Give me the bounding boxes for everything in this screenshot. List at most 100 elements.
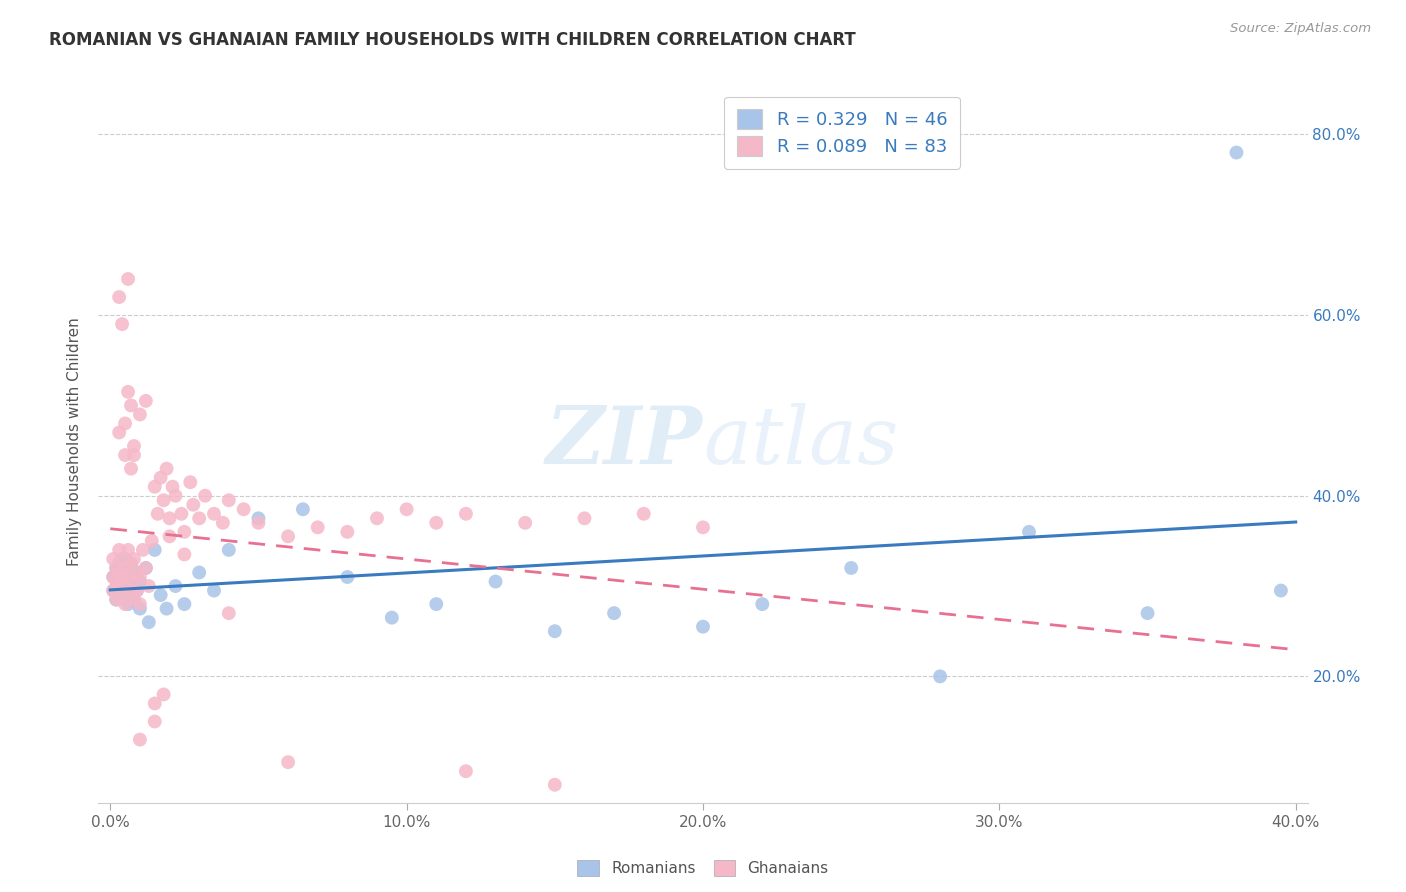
Point bbox=[173, 548, 195, 562]
Point bbox=[129, 408, 152, 422]
Point bbox=[692, 520, 714, 534]
Point bbox=[122, 579, 145, 593]
Point bbox=[108, 425, 131, 440]
Point bbox=[247, 516, 270, 530]
Point bbox=[125, 583, 148, 598]
Point bbox=[117, 597, 139, 611]
Point bbox=[170, 507, 193, 521]
Point bbox=[105, 592, 128, 607]
Point bbox=[143, 697, 166, 711]
Point bbox=[117, 384, 139, 399]
Point bbox=[202, 583, 225, 598]
Point bbox=[1136, 606, 1159, 620]
Point bbox=[179, 475, 201, 490]
Point bbox=[103, 583, 125, 598]
Text: ZIP: ZIP bbox=[546, 403, 703, 480]
Point bbox=[247, 511, 270, 525]
Legend: Romanians, Ghanaians: Romanians, Ghanaians bbox=[571, 854, 835, 882]
Point bbox=[120, 557, 142, 571]
Point bbox=[138, 615, 160, 630]
Point bbox=[218, 493, 240, 508]
Point bbox=[114, 417, 136, 431]
Point bbox=[129, 732, 152, 747]
Text: ROMANIAN VS GHANAIAN FAMILY HOUSEHOLDS WITH CHILDREN CORRELATION CHART: ROMANIAN VS GHANAIAN FAMILY HOUSEHOLDS W… bbox=[49, 31, 856, 49]
Point bbox=[633, 507, 655, 521]
Point bbox=[218, 542, 240, 557]
Point bbox=[122, 552, 145, 566]
Point bbox=[114, 579, 136, 593]
Point bbox=[515, 516, 537, 530]
Point bbox=[105, 561, 128, 575]
Point bbox=[484, 574, 506, 589]
Point bbox=[152, 687, 174, 701]
Point bbox=[125, 583, 148, 598]
Point bbox=[117, 583, 139, 598]
Point bbox=[141, 533, 163, 548]
Point bbox=[155, 601, 177, 615]
Point bbox=[105, 574, 128, 589]
Point bbox=[544, 778, 567, 792]
Point bbox=[111, 588, 134, 602]
Point bbox=[218, 606, 240, 620]
Point bbox=[108, 557, 131, 571]
Point bbox=[152, 493, 174, 508]
Point bbox=[122, 439, 145, 453]
Point bbox=[751, 597, 773, 611]
Point bbox=[149, 588, 172, 602]
Point bbox=[117, 570, 139, 584]
Point bbox=[277, 529, 299, 543]
Point bbox=[181, 498, 204, 512]
Point bbox=[108, 566, 131, 580]
Point bbox=[307, 520, 329, 534]
Point bbox=[111, 588, 134, 602]
Point bbox=[111, 566, 134, 580]
Point bbox=[120, 557, 142, 571]
Point bbox=[155, 461, 177, 475]
Point bbox=[111, 570, 134, 584]
Point bbox=[114, 552, 136, 566]
Point bbox=[1225, 145, 1247, 160]
Point bbox=[366, 511, 388, 525]
Point bbox=[232, 502, 254, 516]
Point bbox=[103, 583, 125, 598]
Point bbox=[135, 561, 157, 575]
Point bbox=[212, 516, 235, 530]
Point bbox=[103, 570, 125, 584]
Point bbox=[173, 597, 195, 611]
Point bbox=[108, 579, 131, 593]
Point bbox=[114, 574, 136, 589]
Point bbox=[122, 448, 145, 462]
Point bbox=[105, 561, 128, 575]
Point bbox=[114, 597, 136, 611]
Point bbox=[120, 461, 142, 475]
Point bbox=[277, 755, 299, 769]
Point bbox=[120, 583, 142, 598]
Point bbox=[165, 579, 187, 593]
Point bbox=[336, 570, 359, 584]
Point bbox=[159, 511, 181, 525]
Point bbox=[105, 592, 128, 607]
Point bbox=[111, 552, 134, 566]
Point bbox=[120, 570, 142, 584]
Point bbox=[159, 529, 181, 543]
Point bbox=[114, 561, 136, 575]
Point bbox=[129, 574, 152, 589]
Point bbox=[188, 566, 211, 580]
Point bbox=[135, 393, 157, 408]
Point bbox=[129, 601, 152, 615]
Point bbox=[692, 620, 714, 634]
Point bbox=[381, 610, 404, 624]
Point bbox=[574, 511, 596, 525]
Point bbox=[114, 448, 136, 462]
Point bbox=[1018, 524, 1040, 539]
Point bbox=[122, 592, 145, 607]
Point bbox=[108, 542, 131, 557]
Point bbox=[143, 542, 166, 557]
Point bbox=[173, 524, 195, 539]
Point bbox=[143, 714, 166, 729]
Point bbox=[194, 489, 217, 503]
Point bbox=[132, 542, 155, 557]
Point bbox=[603, 606, 626, 620]
Point bbox=[125, 566, 148, 580]
Point bbox=[129, 597, 152, 611]
